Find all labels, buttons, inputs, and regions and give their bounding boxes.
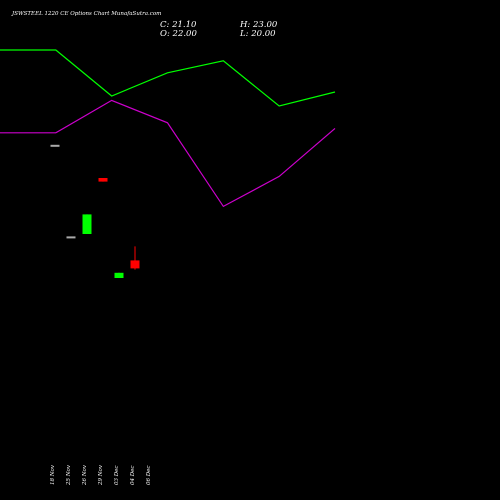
x-tick-label: 26 Nov <box>82 464 88 486</box>
low-value: L: 20.00 <box>239 29 276 39</box>
chart-title: JSWSTEEL 1220 CE Options Chart MunafaSut… <box>11 11 161 17</box>
close-value: C: 21.10 <box>160 20 197 30</box>
candle-body <box>114 272 124 278</box>
indicator-line-1 <box>0 49 336 107</box>
x-tick-label: 04 Dec <box>130 466 136 486</box>
candle-18-nov <box>50 144 60 147</box>
candle-03-dec <box>114 272 124 278</box>
x-tick-label: 18 Nov <box>50 464 56 485</box>
candle-body <box>50 144 60 147</box>
x-tick-label: 29 Nov <box>98 464 104 486</box>
x-axis-ticks: 18 Nov 25 Nov 26 Nov 29 Nov 03 Dec 04 Dec 06 D… <box>50 464 152 486</box>
high-value: H: 23.00 <box>239 20 278 30</box>
indicator-line-2 <box>0 99 336 208</box>
candle-04-dec <box>130 246 140 270</box>
candle-body <box>130 260 140 269</box>
open-value: O: 22.00 <box>160 29 197 39</box>
candle-body <box>82 214 92 234</box>
x-tick-label: 03 Dec <box>114 466 120 486</box>
candle-body <box>66 236 76 239</box>
candle-29-nov <box>98 178 108 182</box>
candle-26-nov <box>82 214 92 234</box>
candles <box>50 144 140 278</box>
x-tick-label: 06 Dec <box>146 466 152 486</box>
x-tick-label: 25 Nov <box>66 464 72 486</box>
candle-body <box>98 178 108 182</box>
candle-25-nov <box>66 236 76 239</box>
indicator-lines <box>0 49 336 208</box>
